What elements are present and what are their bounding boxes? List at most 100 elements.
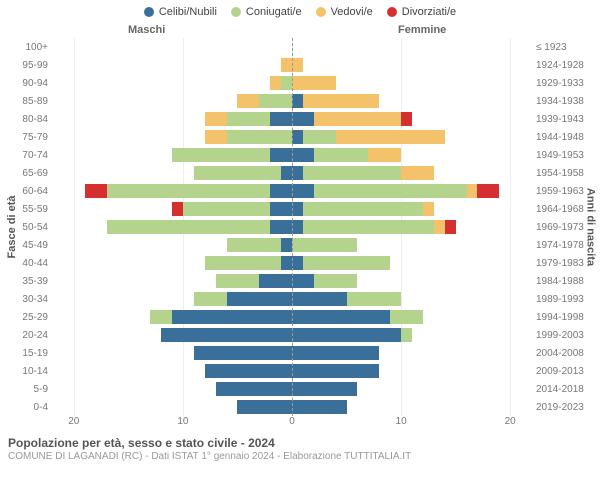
bar-segment-cel bbox=[292, 328, 401, 342]
age-label: 30-34 bbox=[8, 294, 52, 305]
female-bar bbox=[292, 146, 532, 164]
legend-swatch bbox=[387, 7, 397, 17]
bar-segment-div bbox=[477, 184, 499, 198]
y2-axis-title: Anni di nascita bbox=[584, 188, 596, 266]
legend-item: Vedovi/e bbox=[316, 6, 373, 18]
birth-year-label: 2004-2008 bbox=[532, 348, 592, 359]
bar-segment-con bbox=[281, 76, 292, 90]
age-row: 0-42019-2023 bbox=[8, 398, 592, 416]
age-label: 10-14 bbox=[8, 366, 52, 377]
bar-segment-con bbox=[172, 148, 270, 162]
female-bar bbox=[292, 128, 532, 146]
bar-segment-con bbox=[303, 220, 434, 234]
center-axis-line bbox=[292, 38, 293, 416]
birth-year-label: 1989-1993 bbox=[532, 294, 592, 305]
female-bar bbox=[292, 362, 532, 380]
age-label: 25-29 bbox=[8, 312, 52, 323]
male-bar bbox=[52, 326, 292, 344]
bar-segment-cel bbox=[292, 256, 303, 270]
bar-segment-cel bbox=[281, 256, 292, 270]
bar-segment-con bbox=[194, 292, 227, 306]
bar-segment-con bbox=[150, 310, 172, 324]
age-row: 100+≤ 1923 bbox=[8, 38, 592, 56]
age-row: 5-92014-2018 bbox=[8, 380, 592, 398]
bar-segment-con bbox=[303, 256, 390, 270]
bar-segment-con bbox=[205, 256, 281, 270]
bar-segment-ved bbox=[205, 112, 227, 126]
birth-year-label: 2019-2023 bbox=[532, 402, 592, 413]
birth-year-label: 1964-1968 bbox=[532, 204, 592, 215]
female-bar bbox=[292, 92, 532, 110]
bar-segment-ved bbox=[401, 166, 434, 180]
age-row: 85-89 1934-1938 bbox=[8, 92, 592, 110]
age-row: 20-241999-2003 bbox=[8, 326, 592, 344]
male-bar bbox=[52, 74, 292, 92]
birth-year-label: 1924-1928 bbox=[532, 60, 592, 71]
x-axis: 201001020 bbox=[8, 416, 592, 430]
header-female: Femmine bbox=[398, 24, 446, 36]
bar-segment-ved bbox=[237, 94, 259, 108]
bar-segment-cel bbox=[292, 364, 379, 378]
bar-segment-cel bbox=[292, 184, 314, 198]
female-bar bbox=[292, 218, 532, 236]
x-tick: 20 bbox=[68, 416, 79, 427]
age-label: 95-99 bbox=[8, 60, 52, 71]
bar-segment-cel bbox=[281, 238, 292, 252]
male-bar bbox=[52, 92, 292, 110]
bar-segment-cel bbox=[292, 382, 357, 396]
legend-item: Celibi/Nubili bbox=[144, 6, 217, 18]
female-bar bbox=[292, 326, 532, 344]
bar-segment-cel bbox=[270, 112, 292, 126]
age-label: 20-24 bbox=[8, 330, 52, 341]
bar-segment-con bbox=[303, 202, 423, 216]
age-row: 10-142009-2013 bbox=[8, 362, 592, 380]
birth-year-label: 1934-1938 bbox=[532, 96, 592, 107]
bar-segment-cel bbox=[292, 220, 303, 234]
bar-segment-con bbox=[292, 238, 357, 252]
bar-segment-con bbox=[183, 202, 270, 216]
legend-label: Divorziati/e bbox=[402, 6, 456, 18]
male-bar bbox=[52, 380, 292, 398]
bar-segment-div bbox=[85, 184, 107, 198]
age-row: 40-441979-1983 bbox=[8, 254, 592, 272]
bar-segment-cel bbox=[281, 166, 292, 180]
age-label: 90-94 bbox=[8, 78, 52, 89]
male-bar bbox=[52, 236, 292, 254]
bar-segment-cel bbox=[227, 292, 292, 306]
bar-segment-con bbox=[194, 166, 281, 180]
bar-segment-con bbox=[303, 130, 336, 144]
bar-segment-cel bbox=[237, 400, 292, 414]
pyramid-chart: Fasce di età Anni di nascita 100+≤ 19239… bbox=[8, 38, 592, 416]
bar-segment-con bbox=[303, 166, 401, 180]
age-row: 80-841939-1943 bbox=[8, 110, 592, 128]
female-bar bbox=[292, 182, 532, 200]
male-bar bbox=[52, 182, 292, 200]
bar-segment-con bbox=[314, 148, 369, 162]
bar-segment-cel bbox=[161, 328, 292, 342]
bar-segment-cel bbox=[292, 292, 347, 306]
birth-year-label: 1929-1933 bbox=[532, 78, 592, 89]
age-row: 25-291994-1998 bbox=[8, 308, 592, 326]
x-tick: 0 bbox=[289, 416, 295, 427]
bar-segment-cel bbox=[259, 274, 292, 288]
age-label: 100+ bbox=[8, 42, 52, 53]
bar-segment-ved bbox=[467, 184, 478, 198]
bar-segment-cel bbox=[205, 364, 292, 378]
male-bar bbox=[52, 344, 292, 362]
male-bar bbox=[52, 290, 292, 308]
age-label: 85-89 bbox=[8, 96, 52, 107]
age-row: 30-34 1989-1993 bbox=[8, 290, 592, 308]
birth-year-label: 1969-1973 bbox=[532, 222, 592, 233]
bar-segment-cel bbox=[292, 112, 314, 126]
male-bar bbox=[52, 308, 292, 326]
bar-segment-con bbox=[107, 184, 271, 198]
bar-segment-ved bbox=[292, 76, 336, 90]
legend-swatch bbox=[231, 7, 241, 17]
female-bar bbox=[292, 164, 532, 182]
chart-container: Celibi/NubiliConiugati/eVedovi/eDivorzia… bbox=[0, 0, 600, 500]
bar-segment-cel bbox=[292, 310, 390, 324]
male-bar bbox=[52, 254, 292, 272]
legend-swatch bbox=[144, 7, 154, 17]
bar-segment-cel bbox=[292, 166, 303, 180]
male-bar bbox=[52, 110, 292, 128]
